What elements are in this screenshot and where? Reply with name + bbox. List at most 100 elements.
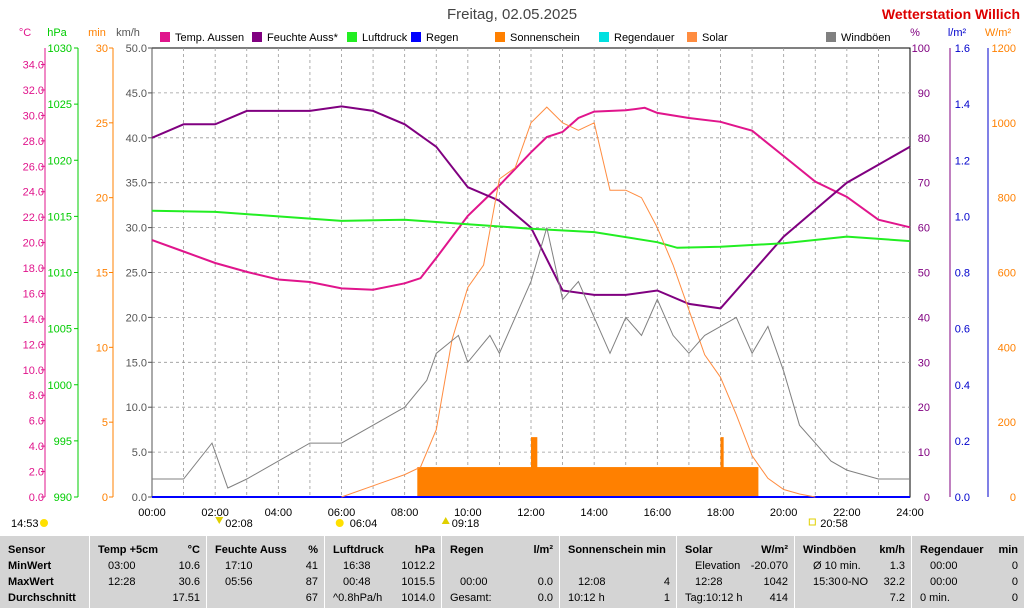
stats-header: Regendauer xyxy=(920,544,984,556)
stats-header: Temp +5cm xyxy=(98,544,159,556)
stats-label: Tag:10:12 h xyxy=(685,592,743,604)
stats-header: Sensor xyxy=(8,544,46,556)
stats-value: 1014.0 xyxy=(401,592,435,604)
axis-tick-label: 400 xyxy=(998,342,1016,354)
series-line xyxy=(151,106,911,291)
axis-tick-label: 25 xyxy=(96,118,108,130)
x-tick-label: 20:00 xyxy=(770,507,798,519)
sunset-marker xyxy=(808,518,816,526)
axis-tick-label: 90 xyxy=(918,88,930,100)
axis-tick-label: 0.2 xyxy=(955,436,970,448)
axis-tick-label: 800 xyxy=(998,193,1016,205)
chart-title: Freitag, 02.05.2025 xyxy=(446,6,578,23)
axis-tick-label: 20 xyxy=(918,402,930,414)
stats-label: Elevation xyxy=(695,560,741,572)
axis-tick-label: 25.0 xyxy=(126,268,147,280)
stats-luftdruck-column: Luftdruck hPa 16:38 1012.2 00:48 1015.5 ^0.… xyxy=(324,536,441,608)
stats-value: 0.0 xyxy=(537,592,553,604)
weather-chart: 0.0 2.0 4.0 6.0 8.0 10.0 12.0 14.0 16.0 18.0 20.0 2… xyxy=(11,27,1016,530)
stats-value: 414 xyxy=(769,592,788,604)
stats-row-label: MaxWert xyxy=(8,576,54,588)
legend-label: Feuchte Auss* xyxy=(267,32,339,44)
stats-sonnenschein-column: Sonnenschein min 12:08 4 10:12 h 1 xyxy=(559,536,676,608)
stats-value: 7.2 xyxy=(889,592,905,604)
axis-tick-label: 0.8 xyxy=(955,268,970,280)
axis-tick-label: 1.2 xyxy=(955,155,970,167)
stats-unit: hPa xyxy=(414,544,435,556)
x-tick-label: 00:00 xyxy=(138,507,166,519)
stats-value: 1.3 xyxy=(889,560,905,572)
axis-tick-label: 200 xyxy=(998,417,1016,429)
time-marker-label: 14:53 xyxy=(11,518,39,530)
axis-tick-label: 1000 xyxy=(992,118,1016,130)
axis-tick-label: 30.0 xyxy=(23,110,44,122)
stats-feuchte-column: Feuchte Auss% 17:10 41 05:56 87 67 xyxy=(206,536,324,608)
axis-tick-label: 6.0 xyxy=(29,416,44,428)
stats-time: 15:30 xyxy=(813,576,841,588)
axis-tick-label: 10 xyxy=(96,342,108,354)
axis-tick-label: 0.4 xyxy=(955,380,970,392)
axis-tick-label: 28.0 xyxy=(23,136,44,148)
axis-tick-label: 1005 xyxy=(48,324,72,336)
axis-tick-label: 12.0 xyxy=(23,339,44,351)
legend-label: Sonnenschein xyxy=(510,32,580,44)
axis-tick-label: 10 xyxy=(918,447,930,459)
axis-tick-label: 0.6 xyxy=(955,324,970,336)
x-tick-label: 16:00 xyxy=(644,507,672,519)
stats-value: 10.6 xyxy=(178,560,200,572)
axis-tick-label: 1200 xyxy=(992,43,1016,55)
stats-header: Luftdruck xyxy=(333,544,384,556)
axis-tick-label: 1015 xyxy=(48,211,72,223)
axis-tick-label: 16.0 xyxy=(23,288,44,300)
stats-row-label: Durchschnitt xyxy=(8,592,76,604)
x-tick-label: 12:00 xyxy=(517,507,545,519)
axis-tick-label: 24.0 xyxy=(23,187,44,199)
stats-time: 05:56 xyxy=(225,576,253,588)
stats-wind-column: Windböen km/h Ø 10 min. 1.3 15:30 0-NO 32.2 … xyxy=(794,536,911,608)
axis-tick-label: 35.0 xyxy=(126,178,147,190)
axis-tick-label: 10.0 xyxy=(23,365,44,377)
stats-value: 1042 xyxy=(763,576,788,588)
axis-tick-label: 0.0 xyxy=(132,492,147,504)
legend-label: Solar xyxy=(702,32,728,44)
legend-label: Regendauer xyxy=(614,32,675,44)
stats-row-label: MinWert xyxy=(8,560,52,572)
axis-unit-label: l/m² xyxy=(948,27,967,39)
stats-value: 30.6 xyxy=(178,576,200,588)
time-marker-label: 20:58 xyxy=(820,518,848,530)
legend-swatch xyxy=(160,32,170,42)
stats-label: Gesamt: xyxy=(450,592,492,604)
stats-header: Solar xyxy=(685,544,713,556)
stats-label: Ø 10 min. xyxy=(813,560,861,572)
stats-header: Regen xyxy=(450,544,484,556)
axis-tick-label: 1.0 xyxy=(955,211,970,223)
axis-tick-label: 990 xyxy=(54,492,72,504)
legend-swatch xyxy=(411,32,421,42)
stats-unit: min xyxy=(998,544,1018,556)
stats-time: 12:08 xyxy=(578,576,606,588)
axis-tick-label: 34.0 xyxy=(23,60,44,72)
axis-tick-label: 20.0 xyxy=(23,238,44,250)
series-line xyxy=(151,209,911,249)
stats-temp-column: Temp +5cm °C 03:00 10.6 12:28 30.6 17.51 xyxy=(89,536,206,608)
stats-sensor-column: Sensor MinWert MaxWert Durchschnitt xyxy=(0,536,89,608)
x-tick-label: 10:00 xyxy=(454,507,482,519)
stats-header: Feuchte Auss xyxy=(215,544,287,556)
legend-label: Luftdruck xyxy=(362,32,408,44)
axis-tick-label: 30 xyxy=(918,357,930,369)
stats-value: 32.2 xyxy=(883,576,905,588)
axis-unit-label: min xyxy=(88,27,106,39)
series-line xyxy=(152,227,910,489)
sunshine-bar xyxy=(720,437,724,497)
x-tick-label: 04:00 xyxy=(265,507,293,519)
stats-direction: 0-NO xyxy=(841,576,868,588)
stats-regen-column: Regen l/m² 00:00 0.0 Gesamt: 0.0 xyxy=(441,536,559,608)
stats-solar-column: Solar W/m² Elevation -20.070 12:28 1042 Tag… xyxy=(676,536,794,608)
axis-tick-label: 15.0 xyxy=(126,357,147,369)
stats-value: 0 xyxy=(1011,592,1018,604)
sunshine-bar xyxy=(531,437,538,497)
legend-swatch xyxy=(687,32,697,42)
axis-tick-label: 18.0 xyxy=(23,263,44,275)
stats-unit: °C xyxy=(187,544,200,556)
legend-label: Regen xyxy=(426,32,458,44)
